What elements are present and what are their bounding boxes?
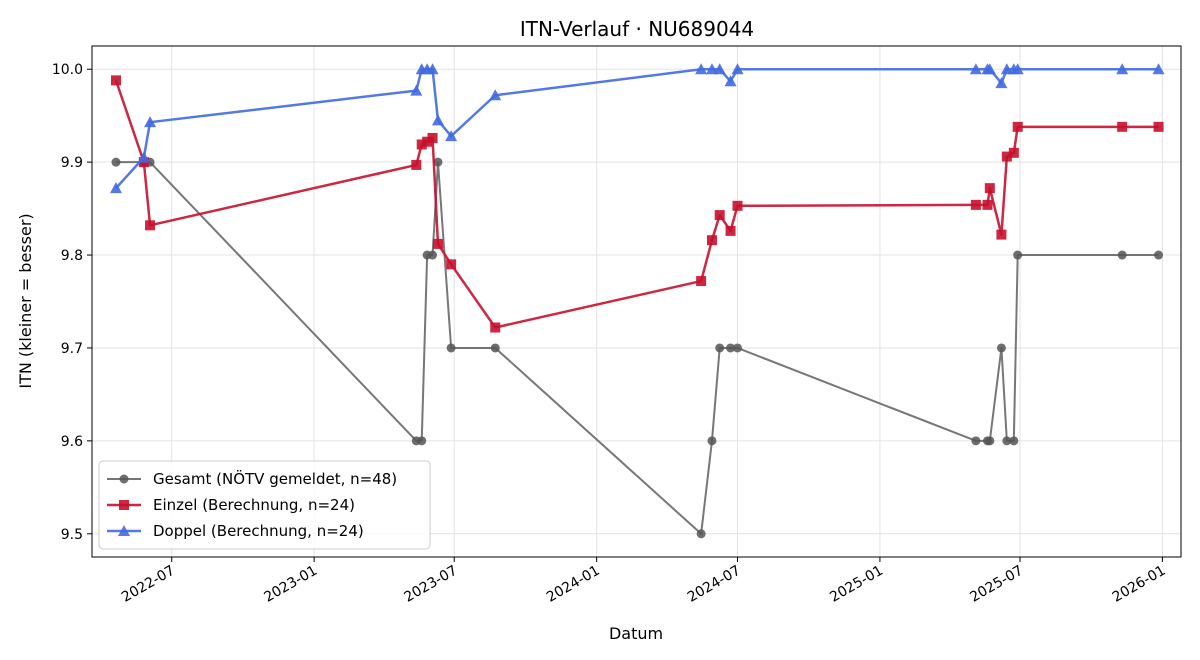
- data-point: [411, 159, 422, 170]
- y-tick-label: 9.7: [61, 341, 83, 357]
- data-point: [1011, 63, 1024, 75]
- data-point: [490, 322, 501, 333]
- legend-label: Gesamt (NÖTV gemeldet, n=48): [153, 469, 397, 488]
- data-point: [706, 235, 717, 246]
- data-point: [431, 114, 444, 126]
- x-tick-label: 2024-01: [544, 563, 603, 606]
- plot-frame: [91, 45, 1182, 558]
- y-tick-label: 9.8: [61, 248, 83, 264]
- data-point: [426, 63, 439, 75]
- x-tick-label: 2023-01: [261, 563, 320, 606]
- data-point: [489, 89, 502, 101]
- data-point: [433, 157, 443, 167]
- data-point: [984, 183, 995, 194]
- data-point: [731, 63, 744, 75]
- data-point: [715, 343, 725, 353]
- data-point: [1117, 121, 1128, 132]
- data-point: [1154, 250, 1164, 260]
- series-circle: [111, 157, 1164, 539]
- plot-series: [109, 63, 1165, 539]
- data-point: [427, 132, 438, 143]
- data-point: [696, 276, 707, 287]
- data-point: [109, 182, 122, 194]
- data-point: [445, 130, 458, 142]
- x-tick-label: 2026-01: [1110, 563, 1169, 606]
- data-point: [428, 250, 438, 260]
- y-tick-label: 9.9: [61, 155, 83, 171]
- data-point: [725, 225, 736, 236]
- data-point: [705, 63, 718, 75]
- y-axis-ticks: 9.5 9.6 9.7 9.8 9.9 10.0: [52, 62, 92, 543]
- data-point: [695, 63, 708, 75]
- data-point: [983, 63, 996, 75]
- data-point: [110, 75, 121, 86]
- x-tick-label: 2025-01: [827, 563, 886, 606]
- data-point: [1008, 147, 1019, 158]
- data-point: [1117, 250, 1127, 260]
- data-point: [416, 139, 427, 150]
- data-point: [422, 136, 433, 147]
- data-point: [732, 200, 743, 211]
- legend: Gesamt (NÖTV gemeldet, n=48) Einzel (Bere…: [98, 460, 431, 550]
- data-point: [726, 343, 736, 353]
- y-tick-label: 10.0: [52, 62, 83, 78]
- data-point: [417, 436, 427, 446]
- x-tick-label: 2022-07: [119, 563, 178, 606]
- data-point: [696, 529, 706, 539]
- legend-marker: [119, 474, 129, 484]
- grid-lines: [92, 46, 1181, 557]
- data-point: [446, 343, 456, 353]
- data-point: [145, 220, 156, 231]
- chart-title: ITN-Verlauf · NU689044: [520, 17, 754, 41]
- data-point: [713, 63, 726, 75]
- data-point: [969, 63, 982, 75]
- x-axis-title: Datum: [609, 624, 663, 643]
- data-point: [714, 210, 725, 221]
- legend-box: [98, 460, 431, 550]
- data-point: [1013, 250, 1023, 260]
- legend-label: Einzel (Berechnung, n=24): [153, 496, 355, 514]
- series-square: [110, 75, 1164, 333]
- data-point: [432, 238, 443, 249]
- legend-label: Doppel (Berechnung, n=24): [153, 522, 364, 540]
- series-triangle: [109, 63, 1165, 194]
- data-point: [144, 116, 157, 128]
- data-point: [490, 343, 500, 353]
- legend-marker: [118, 525, 130, 536]
- data-point: [1012, 121, 1023, 132]
- y-axis-title: ITN (kleiner = besser): [16, 213, 35, 388]
- data-point: [1009, 436, 1019, 446]
- data-point: [970, 199, 981, 210]
- data-point: [446, 259, 457, 270]
- x-tick-label: 2024-07: [685, 563, 744, 606]
- data-point: [996, 229, 1007, 240]
- y-tick-label: 9.5: [61, 527, 83, 543]
- x-tick-label: 2023-07: [402, 563, 461, 606]
- data-point: [995, 77, 1008, 89]
- data-point: [996, 343, 1006, 353]
- data-point: [1002, 436, 1012, 446]
- data-point: [410, 84, 423, 96]
- data-point: [982, 199, 993, 210]
- data-point: [1152, 63, 1165, 75]
- data-point: [707, 436, 717, 446]
- data-point: [1116, 63, 1129, 75]
- data-point: [971, 436, 981, 446]
- data-point: [733, 343, 743, 353]
- data-point: [1001, 151, 1012, 162]
- data-point: [985, 436, 995, 446]
- data-point: [111, 157, 121, 167]
- data-point: [724, 75, 737, 87]
- x-tick-label: 2025-07: [967, 563, 1026, 606]
- y-tick-label: 9.6: [61, 434, 83, 450]
- data-point: [1153, 121, 1164, 132]
- x-axis-ticks: 2022-07 2023-01 2023-07 2024-01 2024-07 2025-…: [119, 557, 1168, 606]
- data-point: [137, 151, 150, 163]
- legend-marker: [119, 500, 129, 510]
